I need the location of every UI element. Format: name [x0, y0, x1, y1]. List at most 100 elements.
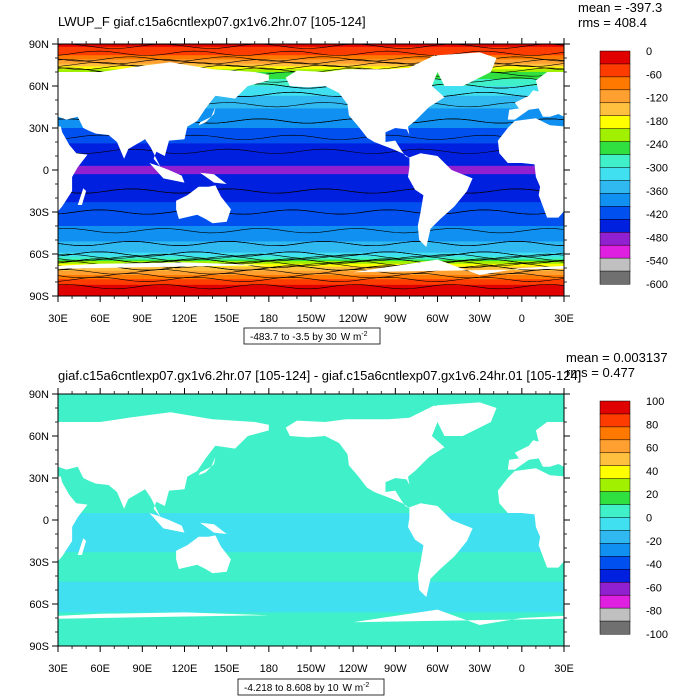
colorbar-swatch — [599, 102, 631, 117]
lon-tick-label: 60W — [426, 313, 449, 325]
lon-tick-label: 150W — [297, 313, 326, 325]
lat-tick-label: 60N — [29, 81, 49, 93]
colorbar-swatch — [599, 167, 631, 181]
colorbar-swatch — [599, 491, 631, 506]
lon-tick-label: 90W — [384, 313, 407, 325]
lon-tick-label: 90W — [384, 663, 407, 675]
colorbar-tick-label: -60 — [646, 582, 662, 594]
colorbar-swatch — [599, 400, 631, 415]
colorbar-swatch — [599, 478, 631, 493]
colorbar-tick-label: -120 — [646, 93, 668, 105]
colorbar-swatch — [599, 128, 631, 143]
lat-tick-label: 90N — [29, 39, 49, 51]
lon-tick-label: 180 — [260, 663, 278, 675]
colorbar-swatch — [599, 530, 631, 544]
colorbar-tick-label: -180 — [646, 116, 668, 128]
lat-tick-label: 30N — [29, 123, 49, 135]
colorbar-swatch — [599, 180, 631, 194]
colorbar-swatch — [599, 270, 631, 285]
colorbar-swatch — [599, 141, 631, 156]
colorbar-tick-label: -40 — [646, 559, 662, 571]
lon-tick-label: 30E — [48, 663, 68, 675]
colorbar-swatch — [599, 206, 631, 220]
colorbar-tick-label: -20 — [646, 536, 662, 548]
top-lat-axis: 90N 60N 30N 0 30S 60S 90S — [29, 39, 570, 303]
lat-tick-label: 0 — [43, 165, 49, 177]
lon-tick-label: 30E — [48, 313, 68, 325]
top-range-box — [243, 327, 381, 345]
lon-tick-label: 60E — [90, 313, 110, 325]
colorbar-tick-label: 40 — [646, 466, 658, 478]
colorbar-tick-label: -420 — [646, 209, 668, 221]
top-range-note: -483.7 to -3.5 by 30 W m-2 — [250, 331, 368, 343]
lat-tick-label: 90S — [29, 641, 49, 653]
top-colorbar: 0 -60 -120 -180 -240 -300 -360 -420 -480 -540 -600 — [599, 46, 668, 291]
lon-tick-label: 150W — [297, 663, 326, 675]
lon-tick-label: 120E — [172, 663, 198, 675]
colorbar-tick-label: 20 — [646, 489, 658, 501]
lon-tick-label: 150E — [214, 663, 240, 675]
colorbar-swatch — [599, 452, 631, 467]
lat-tick-label: 30N — [29, 473, 49, 485]
lon-tick-label: 180 — [260, 313, 278, 325]
colorbar-swatch — [599, 257, 631, 272]
lat-tick-label: 90S — [29, 291, 49, 303]
lon-tick-label: 90E — [133, 663, 153, 675]
bottom-range-box — [237, 678, 385, 696]
lon-tick-label: 60E — [90, 663, 110, 675]
colorbar-tick-label: 60 — [646, 443, 658, 455]
colorbar-swatch — [599, 50, 631, 65]
lon-tick-label: 120W — [339, 663, 368, 675]
colorbar-swatch — [599, 244, 631, 259]
colorbar-swatch — [599, 219, 631, 233]
bottom-mean-label: mean = 0.003137 — [566, 350, 668, 365]
colorbar-swatch — [599, 465, 631, 480]
lat-tick-label: 90N — [29, 389, 49, 401]
lat-tick-label: 60S — [29, 599, 49, 611]
lon-tick-label: 0 — [519, 313, 525, 325]
lon-tick-label: 120W — [339, 313, 368, 325]
top-mean-label: mean = -397.3 — [578, 0, 662, 15]
lon-tick-label: 60W — [426, 663, 449, 675]
lon-tick-label: 30W — [468, 663, 491, 675]
colorbar-swatch — [599, 426, 631, 441]
colorbar-swatch — [599, 115, 631, 130]
colorbar-swatch — [599, 581, 631, 596]
bottom-range-note: -4.218 to 8.608 by 10 W m-2 — [244, 682, 369, 694]
bottom-rms-label: rms = 0.477 — [566, 365, 635, 380]
top-lon-axis: 30E 60E 90E 120E 150E 180 150W 120W 90W 60W 30W 0 30… — [48, 38, 574, 325]
bottom-title: giaf.c15a6cntlexp07.gx1v6.2hr.07 [105-12… — [58, 368, 581, 383]
lat-tick-label: 60S — [29, 249, 49, 261]
colorbar-tick-label: -100 — [646, 629, 668, 641]
colorbar-tick-label: -480 — [646, 232, 668, 244]
colorbar-swatch — [599, 413, 631, 428]
lat-tick-label: 30S — [29, 557, 49, 569]
colorbar-tick-label: 80 — [646, 419, 658, 431]
top-rms-label: rms = 408.4 — [578, 15, 647, 30]
colorbar-tick-label: -80 — [646, 606, 662, 618]
colorbar-tick-label: -360 — [646, 186, 668, 198]
colorbar-tick-label: -300 — [646, 163, 668, 175]
lat-tick-label: 0 — [43, 515, 49, 527]
colorbar-tick-label: 0 — [646, 513, 652, 525]
lat-tick-label: 30S — [29, 207, 49, 219]
colorbar-swatch — [599, 607, 631, 622]
colorbar-tick-label: 0 — [646, 46, 652, 58]
lon-tick-label: 150E — [214, 313, 240, 325]
colorbar-swatch — [599, 63, 631, 78]
panel-top: LWUP_F giaf.c15a6cntlexp07.gx1v6.2hr.07 … — [29, 0, 668, 345]
colorbar-swatch — [599, 89, 631, 104]
bottom-field-fill — [58, 394, 564, 646]
colorbar-tick-label: -60 — [646, 69, 662, 81]
colorbar-swatch — [599, 154, 631, 169]
top-land-mask — [58, 52, 564, 296]
colorbar-swatch — [599, 193, 631, 207]
colorbar-tick-label: -540 — [646, 256, 668, 268]
colorbar-swatch — [599, 594, 631, 609]
bottom-land-mask — [58, 402, 564, 646]
bottom-lon-axis: 30E 60E 90E 120E 150E 180 150W 120W 90W 60W 30W 0 30… — [48, 388, 574, 675]
lon-tick-label: 0 — [519, 663, 525, 675]
colorbar-swatch — [599, 517, 631, 531]
colorbar-swatch — [599, 76, 631, 91]
